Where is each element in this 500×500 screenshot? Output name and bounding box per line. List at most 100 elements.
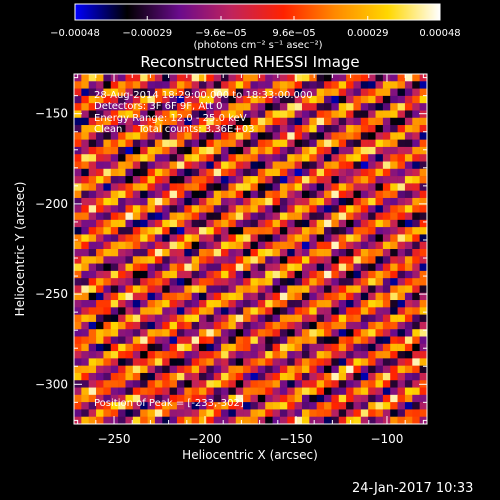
heatmap-cell (199, 307, 207, 315)
heatmap-cell (412, 95, 420, 104)
heatmap-cell (118, 336, 126, 345)
heatmap-cell (110, 351, 119, 359)
heatmap-cell (419, 343, 428, 352)
heatmap-cell (338, 416, 347, 425)
heatmap-cell (404, 168, 413, 177)
heatmap-cell (221, 110, 229, 119)
heatmap-cell (412, 416, 420, 425)
heatmap-cell (279, 110, 288, 119)
heatmap-cell (419, 190, 428, 199)
heatmap-cell (176, 81, 185, 89)
heatmap-cell (294, 241, 303, 250)
heatmap-cell (382, 168, 391, 177)
heatmap-cell (265, 278, 273, 286)
heatmap-cell (213, 307, 222, 315)
heatmap-cell (140, 285, 148, 294)
heatmap-cell (96, 219, 104, 228)
heatmap-cell (176, 351, 185, 359)
heatmap-cell (294, 176, 303, 184)
heatmap-cell (169, 146, 178, 155)
heatmap-cell (154, 278, 163, 286)
heatmap-cell (147, 110, 156, 119)
heatmap-cell (272, 205, 281, 213)
heatmap-cell (147, 270, 156, 279)
heatmap-cell (412, 314, 420, 323)
heatmap-cell (419, 358, 428, 366)
heatmap-cell (125, 292, 134, 301)
heatmap-cell (221, 409, 229, 418)
heatmap-cell (206, 183, 215, 191)
heatmap-cell (375, 161, 384, 170)
heatmap-cell (228, 183, 237, 191)
heatmap-cell (390, 292, 398, 301)
heatmap-cell (375, 365, 384, 374)
heatmap-cell (412, 285, 420, 294)
heatmap-cell (346, 321, 354, 330)
heatmap-cell (265, 336, 273, 345)
heatmap-cell (96, 256, 104, 264)
heatmap-cell (353, 117, 362, 126)
heatmap-cell (140, 219, 148, 228)
heatmap-cell (125, 88, 134, 97)
heatmap-cell (390, 227, 398, 235)
heatmap-cell (118, 263, 126, 272)
heatmap-cell (81, 365, 89, 374)
heatmap-cell (397, 190, 406, 199)
heatmap-cell (221, 74, 229, 82)
heatmap-cell (88, 219, 97, 228)
heatmap-cell (279, 95, 288, 104)
heatmap-cell (81, 256, 89, 264)
heatmap-cell (154, 212, 163, 221)
heatmap-cell (125, 402, 134, 410)
heatmap-cell (147, 329, 156, 337)
heatmap-cell (132, 241, 141, 250)
heatmap-cell (331, 372, 340, 381)
heatmap-cell (287, 139, 295, 148)
heatmap-cell (132, 300, 141, 308)
heatmap-cell (265, 351, 273, 359)
heatmap-cell (316, 139, 325, 148)
heatmap-cell (221, 125, 229, 133)
heatmap-cell (213, 88, 222, 97)
heatmap-cell (206, 278, 215, 286)
heatmap-cell (184, 176, 192, 184)
heatmap-cell (412, 329, 420, 337)
heatmap-cell (360, 314, 369, 323)
heatmap-cell (228, 321, 237, 330)
heatmap-cell (368, 117, 376, 126)
heatmap-cell (184, 212, 192, 221)
heatmap-cell (81, 249, 89, 257)
heatmap-cell (213, 358, 222, 366)
heatmap-cell (390, 81, 398, 89)
heatmap-cell (132, 358, 141, 366)
heatmap-cell (184, 139, 192, 148)
heatmap-cell (382, 372, 391, 381)
heatmap-cell (213, 168, 222, 177)
heatmap-cell (353, 212, 362, 221)
heatmap-cell (301, 263, 310, 272)
heatmap-cell (419, 81, 428, 89)
heatmap-cell (206, 380, 215, 388)
heatmap-cell (243, 314, 251, 323)
heatmap-cell (309, 358, 317, 366)
heatmap-cell (346, 329, 354, 337)
heatmap-cell (191, 300, 200, 308)
heatmap-cell (382, 249, 391, 257)
heatmap-cell (74, 227, 82, 235)
heatmap-cell (331, 81, 340, 89)
heatmap-cell (213, 154, 222, 162)
heatmap-cell (265, 81, 273, 89)
heatmap-cell (338, 227, 347, 235)
heatmap-cell (419, 168, 428, 177)
heatmap-cell (301, 402, 310, 410)
heatmap-cell (132, 110, 141, 119)
heatmap-cell (346, 416, 354, 425)
heatmap-cell (147, 241, 156, 250)
heatmap-cell (301, 197, 310, 206)
heatmap-cell (96, 387, 104, 396)
heatmap-cell (397, 117, 406, 126)
heatmap-cell (397, 176, 406, 184)
heatmap-cell (243, 365, 251, 374)
heatmap-cell (206, 263, 215, 272)
heatmap-cell (184, 321, 192, 330)
